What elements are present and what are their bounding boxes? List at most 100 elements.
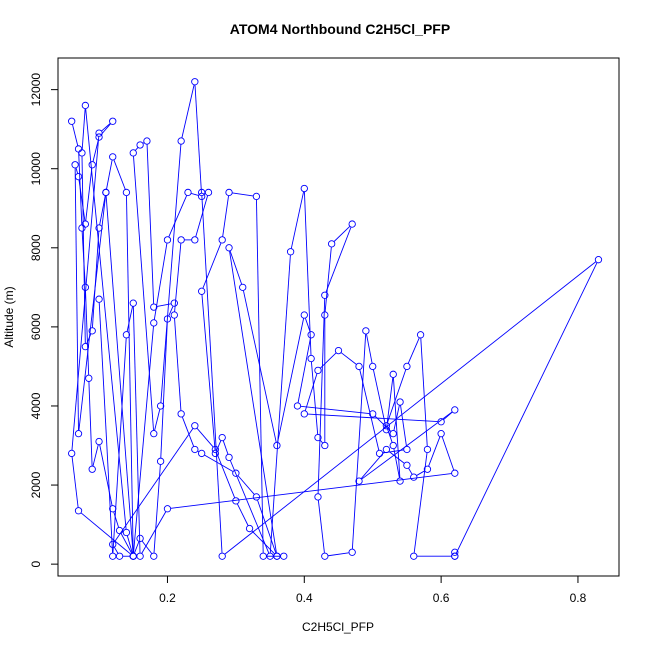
data-point xyxy=(88,465,96,473)
data-point xyxy=(252,493,261,501)
data-point xyxy=(109,117,117,125)
y-tick-label: 10000 xyxy=(29,152,43,186)
series-line-segment xyxy=(333,226,351,242)
data-point xyxy=(403,362,411,371)
series-line-segment xyxy=(277,318,305,443)
data-point xyxy=(355,477,363,485)
data-point xyxy=(95,437,103,446)
series-line-segment xyxy=(195,195,209,237)
series-line-segment xyxy=(328,552,349,557)
data-point xyxy=(122,331,131,339)
data-point xyxy=(211,449,220,458)
data-point xyxy=(334,346,343,355)
series-line-segment xyxy=(359,369,380,451)
data-point xyxy=(348,220,356,228)
series-line-segment xyxy=(269,255,291,553)
data-point xyxy=(109,540,117,549)
series-line-segment xyxy=(300,405,370,414)
series-line-segment xyxy=(393,405,400,431)
data-point xyxy=(177,236,185,244)
data-point xyxy=(382,445,391,454)
data-point xyxy=(225,244,233,252)
data-point xyxy=(389,429,397,438)
data-point xyxy=(403,445,411,454)
data-point xyxy=(163,505,172,513)
data-point xyxy=(451,406,459,414)
data-point xyxy=(225,188,233,197)
series-line-segment xyxy=(106,160,113,190)
data-point xyxy=(218,552,226,560)
series-line-segment xyxy=(133,326,154,553)
series-line-segment xyxy=(160,322,168,458)
data-point xyxy=(68,117,76,125)
series-line-segment xyxy=(324,247,332,312)
series-line-segment xyxy=(85,108,127,530)
series-line-segment xyxy=(91,231,100,328)
series-line-segment xyxy=(153,243,168,320)
data-point xyxy=(115,526,124,535)
data-point xyxy=(85,374,93,382)
series-line-segment xyxy=(387,428,393,443)
series-line-segment xyxy=(420,338,428,447)
data-point xyxy=(156,402,165,410)
series-line-segment xyxy=(132,306,141,553)
data-point xyxy=(300,311,308,319)
data-point xyxy=(218,433,226,442)
series-line-segment xyxy=(72,124,79,146)
series-line-segment xyxy=(237,475,255,495)
data-point xyxy=(95,295,103,303)
data-point xyxy=(163,236,172,244)
data-point xyxy=(410,552,418,560)
series-line-segment xyxy=(113,511,119,528)
data-point xyxy=(451,548,459,556)
data-point xyxy=(314,493,322,501)
series-line-segment xyxy=(386,377,394,427)
data-point xyxy=(594,256,603,264)
data-point xyxy=(68,449,76,458)
series-line-segment xyxy=(75,167,79,174)
series-line-segment xyxy=(232,192,254,197)
data-point xyxy=(136,552,144,560)
data-point xyxy=(170,299,178,307)
y-axis: 0 2000 4000 6000 8000 10000 12000 xyxy=(29,73,59,567)
data-point xyxy=(198,192,206,201)
series-line-segment xyxy=(126,306,133,332)
series-line-segment xyxy=(141,540,153,554)
data-point xyxy=(191,422,199,430)
series-line-segment xyxy=(191,192,199,196)
data-point xyxy=(300,184,308,193)
series-line-segment xyxy=(256,199,264,553)
series-line-segment xyxy=(105,195,134,553)
data-point xyxy=(81,343,90,351)
data-point xyxy=(389,370,397,378)
y-tick-label: 4000 xyxy=(29,392,43,419)
series-line-segment xyxy=(135,147,139,151)
data-point xyxy=(102,188,110,197)
data-point xyxy=(423,445,432,454)
data-point xyxy=(382,426,391,434)
series-line-segment xyxy=(393,448,400,478)
data-point xyxy=(273,441,281,450)
series-line-segment xyxy=(317,298,326,494)
series-line-segment xyxy=(408,468,413,475)
series-line-segment xyxy=(366,334,373,364)
series-line-segment xyxy=(85,168,93,221)
data-point xyxy=(423,465,432,473)
series-line-segment xyxy=(236,503,249,526)
x-axis: 0.2 0.4 0.6 0.8 xyxy=(159,575,587,605)
series-line-segment xyxy=(407,337,420,364)
data-point xyxy=(416,331,425,339)
chart-title: ATOM4 Northbound C2H5Cl_PFP xyxy=(230,21,450,37)
series-line-segment xyxy=(174,318,182,411)
data-point xyxy=(150,429,158,438)
series-line-segment xyxy=(413,452,428,553)
series-line-segment xyxy=(303,191,312,356)
data-point xyxy=(129,299,137,307)
series-line-segment xyxy=(74,168,79,431)
series-line-segment xyxy=(170,473,452,509)
series-line-segment xyxy=(126,535,133,554)
series-line-segment xyxy=(112,338,127,553)
data-point xyxy=(355,362,363,371)
data-point xyxy=(81,101,90,110)
